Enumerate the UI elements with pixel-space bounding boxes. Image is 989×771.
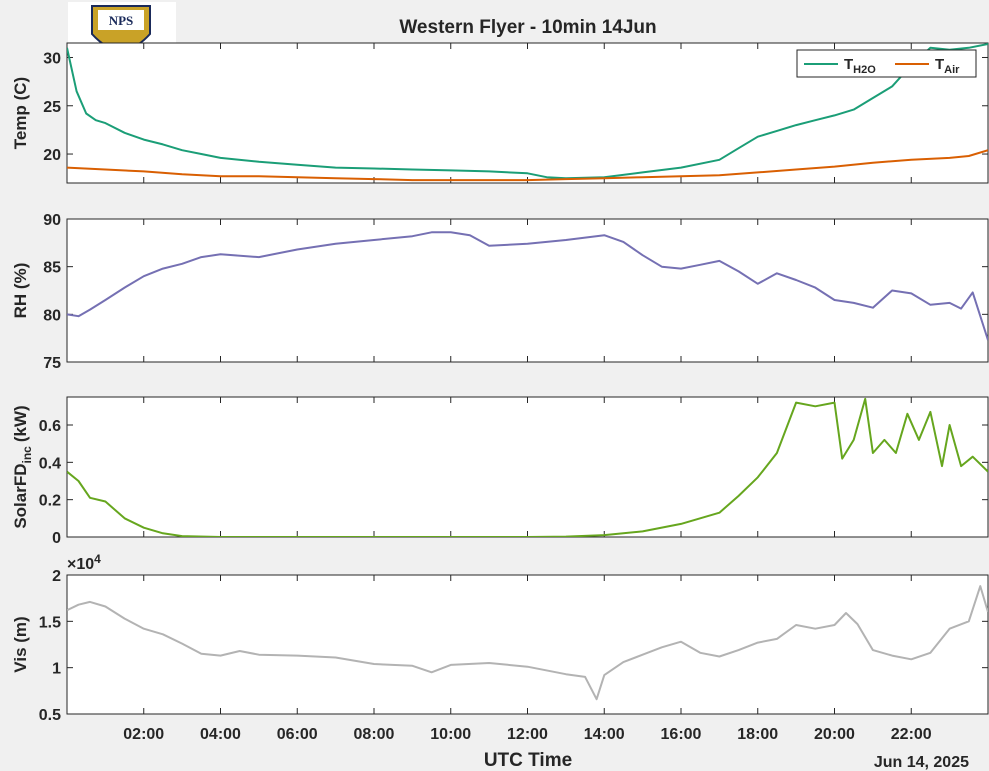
x-tick-label: 18:00 <box>737 726 778 743</box>
y-tick-label: 2 <box>52 568 61 585</box>
x-tick-label: 22:00 <box>891 726 932 743</box>
series-line-vis <box>67 585 988 701</box>
series-line-t_air <box>67 149 988 182</box>
x-tick-label: 20:00 <box>814 726 855 743</box>
x-tick-label: 04:00 <box>200 726 241 743</box>
y-tick-label: 90 <box>43 212 61 229</box>
y-tick-label: 75 <box>43 355 61 372</box>
y-tick-label: 20 <box>43 147 61 164</box>
panel-2: 75 80 85 90 RH (%) <box>11 212 989 372</box>
y-tick-label: 1 <box>52 661 61 678</box>
x-tick-label: 02:00 <box>123 726 164 743</box>
series-line-solarfd_inc <box>67 397 988 537</box>
y-tick-label: 25 <box>43 99 61 116</box>
panel-4: 02:00 04:00 06:00 08:00 10:00 12:00 14:00 16:00… <box>11 552 989 743</box>
series-line-rh <box>67 231 988 341</box>
x-tick-label: 14:00 <box>584 726 625 743</box>
y-tick-label: 0.6 <box>39 418 61 435</box>
y-tick-label: 0.4 <box>39 455 61 472</box>
y-axis-label: Temp (C) <box>11 77 30 149</box>
y-tick-label: 0 <box>52 530 61 547</box>
y-exponent-label: ×104 <box>67 552 101 573</box>
series-line-t_h2o <box>67 43 988 180</box>
y-tick-label: 1.5 <box>39 614 61 631</box>
plot-area <box>66 218 989 363</box>
logo-text: NPS <box>109 13 134 28</box>
x-tick-label: 10:00 <box>430 726 471 743</box>
plot-area <box>66 396 989 538</box>
x-tick-label: 16:00 <box>661 726 702 743</box>
plot-area <box>66 574 989 715</box>
y-tick-label: 85 <box>43 260 61 277</box>
panel-1: 20 25 30 Temp (C) TH2O TAir <box>11 42 989 184</box>
chart-title: Western Flyer - 10min 14Jun <box>399 17 656 38</box>
y-axis-label: RH (%) <box>11 263 30 319</box>
y-tick-label: 80 <box>43 307 61 324</box>
y-axis-label-unit: (kW) <box>11 405 30 442</box>
x-tick-label: 06:00 <box>277 726 318 743</box>
y-axis-label-subscript: inc <box>20 446 34 464</box>
x-tick-label: 12:00 <box>507 726 548 743</box>
x-axis-label: UTC Time <box>484 750 572 771</box>
date-label: Jun 14, 2025 <box>874 754 969 771</box>
y-exponent-power: 4 <box>94 552 101 566</box>
y-axis-label: Vis (m) <box>11 616 30 672</box>
y-axis-label: SolarFDinc(kW) <box>11 405 34 528</box>
logo-plate <box>98 10 144 30</box>
y-tick-label: 0.5 <box>39 707 61 724</box>
legend: TH2O TAir <box>796 49 977 78</box>
x-tick-label: 08:00 <box>354 726 395 743</box>
legend-entry-subscript: H2O <box>853 64 876 76</box>
panels: 20 25 30 Temp (C) TH2O TAir 75 80 85 90 RH (%) 0 0.2… <box>11 42 989 743</box>
y-tick-label: 30 <box>43 50 61 67</box>
legend-entry-subscript: Air <box>944 64 960 76</box>
y-tick-label: 0.2 <box>39 493 61 510</box>
